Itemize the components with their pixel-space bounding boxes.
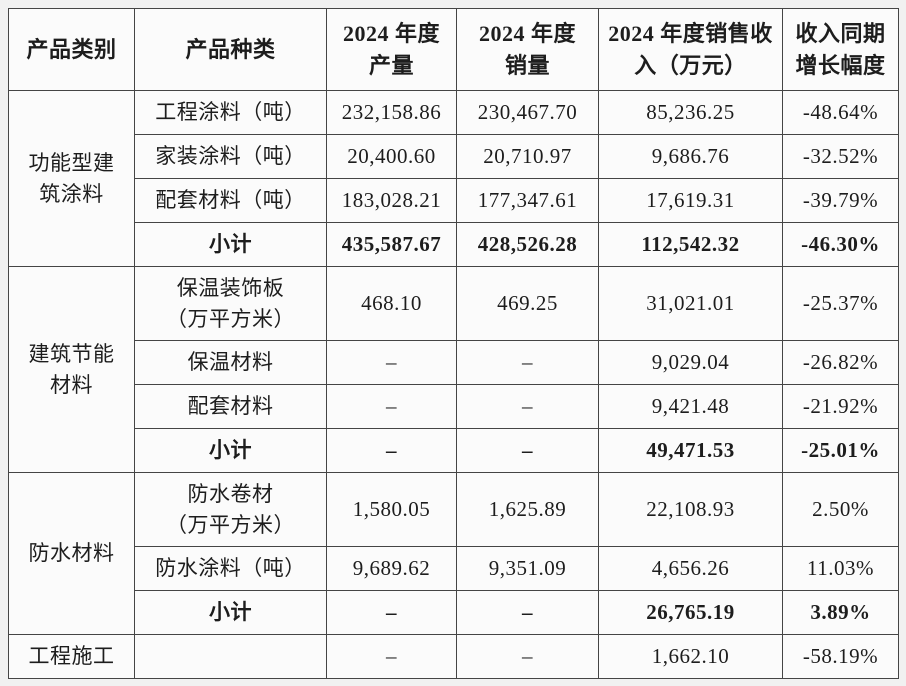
header-revenue-growth: 收入同期 增长幅度: [782, 8, 899, 91]
revenue-cell: 49,471.53: [598, 428, 783, 473]
production-cell: 20,400.60: [326, 134, 457, 179]
subtotal-row: 小计 – – 26,765.19 3.89%: [9, 590, 899, 635]
production-cell: –: [326, 428, 457, 473]
growth-cell: -25.37%: [782, 266, 899, 341]
header-product-category: 产品类别: [8, 8, 135, 91]
production-cell: 468.10: [326, 266, 457, 341]
table-row: 配套材料（吨） 183,028.21 177,347.61 17,619.31 …: [9, 178, 899, 223]
kind-cell: 防水涂料（吨）: [134, 546, 327, 591]
category-cell: 功能型建 筑涂料: [8, 90, 135, 267]
kind-cell: [134, 634, 327, 679]
table-row: 建筑节能 材料 保温装饰板 （万平方米） 468.10 469.25 31,02…: [8, 266, 899, 473]
kind-cell: 保温装饰板 （万平方米）: [134, 266, 327, 341]
revenue-cell: 26,765.19: [598, 590, 783, 635]
revenue-cell: 9,029.04: [598, 340, 783, 385]
kind-cell: 小计: [134, 222, 327, 267]
growth-cell: 2.50%: [782, 472, 899, 547]
table-header-row: 产品类别 产品种类 2024 年度 产量 2024 年度 销量 2024 年度销…: [8, 8, 899, 91]
growth-cell: -32.52%: [782, 134, 899, 179]
category-cell: 建筑节能 材料: [8, 266, 135, 473]
sales-cell: 9,351.09: [456, 546, 599, 591]
sales-cell: 20,710.97: [456, 134, 599, 179]
subtotal-row: 小计 – – 49,471.53 -25.01%: [9, 428, 899, 473]
production-cell: –: [326, 384, 457, 429]
kind-cell: 小计: [134, 428, 327, 473]
header-sales-volume-2024: 2024 年度 销量: [456, 8, 599, 91]
table-row: 家装涂料（吨） 20,400.60 20,710.97 9,686.76 -32…: [9, 134, 899, 179]
revenue-cell: 4,656.26: [598, 546, 783, 591]
kind-cell: 家装涂料（吨）: [134, 134, 327, 179]
production-cell: 1,580.05: [326, 472, 457, 547]
table-row: 防水涂料（吨） 9,689.62 9,351.09 4,656.26 11.03…: [9, 546, 899, 591]
subtotal-row: 小计 435,587.67 428,526.28 112,542.32 -46.…: [9, 222, 899, 267]
kind-cell: 配套材料（吨）: [134, 178, 327, 223]
production-cell: 435,587.67: [326, 222, 457, 267]
growth-cell: -58.19%: [782, 634, 899, 679]
header-product-kind: 产品种类: [134, 8, 327, 91]
product-table: 产品类别 产品种类 2024 年度 产量 2024 年度 销量 2024 年度销…: [8, 8, 899, 679]
revenue-cell: 112,542.32: [598, 222, 783, 267]
production-cell: –: [326, 634, 457, 679]
growth-cell: 3.89%: [782, 590, 899, 635]
growth-cell: -46.30%: [782, 222, 899, 267]
production-cell: 9,689.62: [326, 546, 457, 591]
growth-cell: -25.01%: [782, 428, 899, 473]
table-row: 防水材料 防水卷材 （万平方米） 1,580.05 1,625.89 22,10…: [8, 472, 899, 635]
revenue-cell: 17,619.31: [598, 178, 783, 223]
production-cell: –: [326, 340, 457, 385]
kind-cell: 配套材料: [134, 384, 327, 429]
sales-cell: –: [456, 634, 599, 679]
growth-cell: -39.79%: [782, 178, 899, 223]
table-row: 功能型建 筑涂料 工程涂料（吨） 232,158.86 230,467.70 8…: [8, 90, 899, 267]
table-row: 工程施工 – – 1,662.10 -58.19%: [8, 634, 899, 679]
growth-cell: 11.03%: [782, 546, 899, 591]
sales-cell: –: [456, 428, 599, 473]
kind-cell: 防水卷材 （万平方米）: [134, 472, 327, 547]
revenue-cell: 9,421.48: [598, 384, 783, 429]
category-cell: 防水材料: [8, 472, 135, 635]
growth-cell: -48.64%: [782, 90, 899, 135]
revenue-cell: 85,236.25: [598, 90, 783, 135]
sales-cell: –: [456, 590, 599, 635]
header-sales-revenue-2024: 2024 年度销售收 入（万元）: [598, 8, 783, 91]
table-row: 配套材料 – – 9,421.48 -21.92%: [9, 384, 899, 429]
kind-cell: 小计: [134, 590, 327, 635]
sales-cell: 469.25: [456, 266, 599, 341]
table-row: 保温材料 – – 9,029.04 -26.82%: [9, 340, 899, 385]
production-cell: –: [326, 590, 457, 635]
production-cell: 232,158.86: [326, 90, 457, 135]
revenue-cell: 9,686.76: [598, 134, 783, 179]
sales-cell: 230,467.70: [456, 90, 599, 135]
sales-cell: –: [456, 340, 599, 385]
growth-cell: -26.82%: [782, 340, 899, 385]
sales-cell: –: [456, 384, 599, 429]
revenue-cell: 31,021.01: [598, 266, 783, 341]
header-production-2024: 2024 年度 产量: [326, 8, 457, 91]
revenue-cell: 1,662.10: [598, 634, 783, 679]
production-cell: 183,028.21: [326, 178, 457, 223]
revenue-cell: 22,108.93: [598, 472, 783, 547]
category-cell: 工程施工: [8, 634, 135, 679]
sales-cell: 1,625.89: [456, 472, 599, 547]
kind-cell: 保温材料: [134, 340, 327, 385]
sales-cell: 177,347.61: [456, 178, 599, 223]
sales-cell: 428,526.28: [456, 222, 599, 267]
kind-cell: 工程涂料（吨）: [134, 90, 327, 135]
growth-cell: -21.92%: [782, 384, 899, 429]
